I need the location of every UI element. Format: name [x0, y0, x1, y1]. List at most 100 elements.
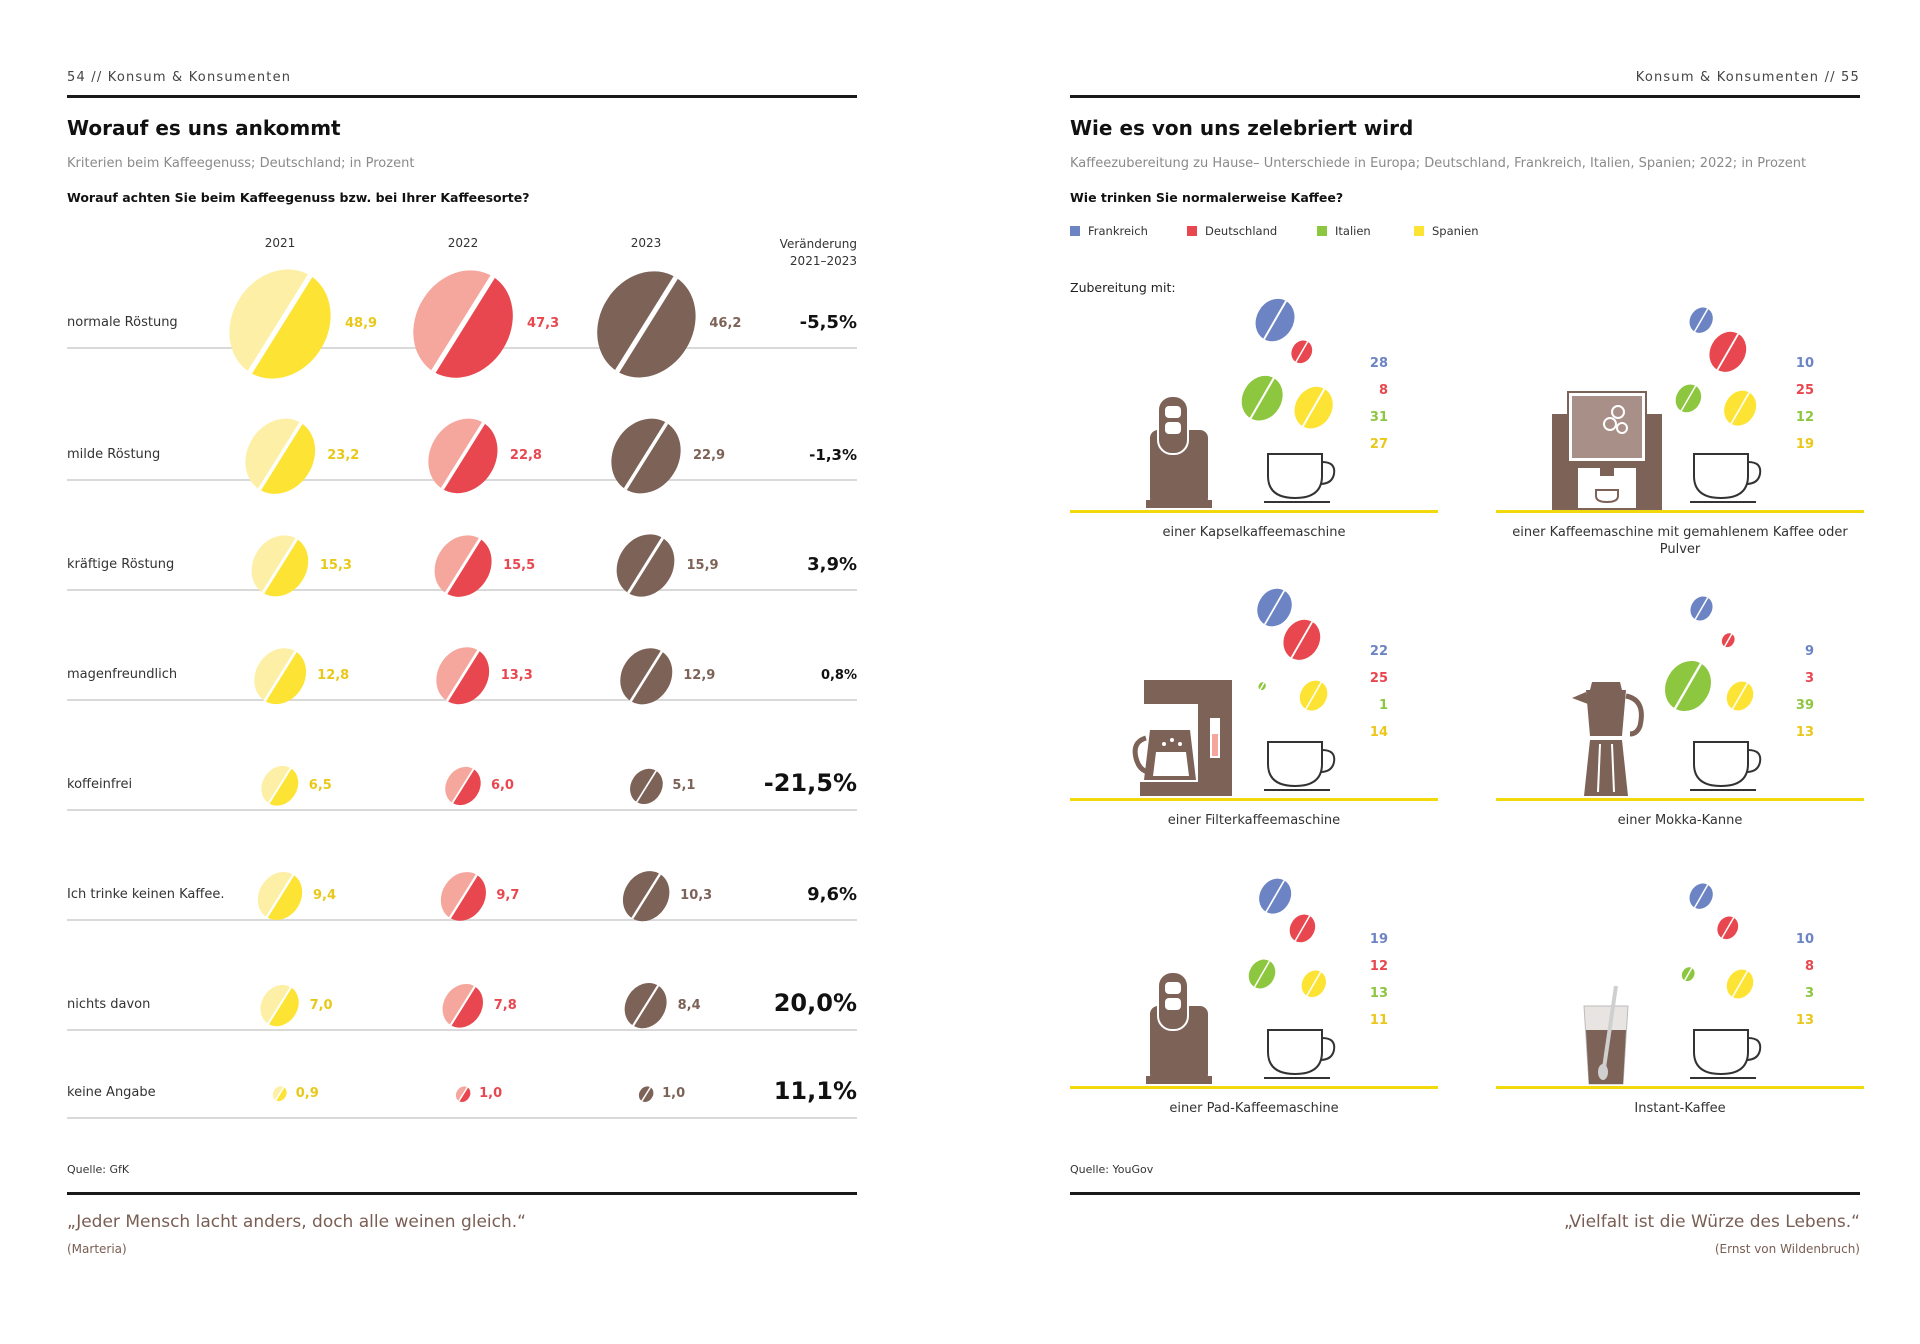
legend-item-italien: Italien — [1317, 224, 1371, 238]
running-head-right: Konsum & Konsumenten // 55 — [1635, 70, 1860, 85]
change-value: -1,3% — [809, 446, 857, 465]
year-header-2023: 2023 — [630, 236, 662, 250]
bean-shape — [414, 405, 512, 507]
bean-mark-italien — [1656, 652, 1720, 720]
bean-shape — [1656, 652, 1720, 720]
zubereitung-label: Zubereitung mit: — [1070, 280, 1176, 295]
bean-shape — [1684, 303, 1718, 337]
bean-shape — [393, 251, 533, 397]
bean-shape — [1670, 379, 1706, 417]
bean-mark-italien — [1677, 963, 1699, 989]
value-label-spanien: 27 — [1369, 437, 1388, 452]
bean-mark-spanien — [1294, 675, 1334, 719]
panel-baseline — [1070, 1086, 1438, 1089]
panel-filter-machine: 22 25 1 14 einer Filterkaffeemaschine — [1070, 578, 1438, 858]
bean-mark-spanien — [1721, 676, 1759, 719]
year-header-2022: 2022 — [447, 236, 479, 250]
bean-mark-frankreich — [1252, 872, 1298, 922]
bean-mark-2022 — [414, 405, 512, 507]
legend-item-frankreich: Frankreich — [1070, 224, 1148, 238]
value-label-2023: 10,3 — [680, 888, 713, 903]
value-label-deutschland: 8 — [1378, 383, 1388, 398]
value-label-2022: 15,5 — [503, 558, 536, 573]
bean-shape — [1685, 591, 1717, 625]
bean-shape — [1247, 291, 1303, 349]
row-divider — [67, 1029, 857, 1031]
question-right: Wie trinken Sie normalerweise Kaffee? — [1070, 190, 1344, 205]
bean-shape — [240, 524, 320, 608]
panel-label: einer Filterkaffeemaschine — [1167, 813, 1341, 828]
bean-mark-frankreich — [1684, 879, 1718, 917]
value-label-2023: 15,9 — [686, 558, 719, 573]
bean-shape — [1287, 380, 1341, 436]
bottom-rule — [67, 1192, 857, 1195]
value-label-spanien: 13 — [1795, 1013, 1814, 1028]
pad-machine-icon — [1146, 971, 1212, 1084]
bean-shape — [1702, 325, 1754, 379]
panel-label: einer Pad-Kaffeemaschine — [1169, 1101, 1339, 1116]
bean-mark-frankreich — [1251, 582, 1299, 635]
bean-mark-2021 — [231, 405, 329, 507]
quote-left: „Jeder Mensch lacht anders, doch alle we… — [67, 1212, 526, 1232]
cup-icon — [1690, 741, 1762, 791]
value-label-italien: 13 — [1369, 986, 1388, 1001]
value-label-2022: 6,0 — [490, 778, 514, 793]
row-label: kräftige Röstung — [67, 557, 175, 572]
value-label-2021: 23,2 — [327, 448, 360, 463]
bean-mark-2023 — [634, 1082, 658, 1110]
value-label-italien: 3 — [1804, 986, 1814, 1001]
bean-shape — [438, 760, 488, 812]
bean-shape — [248, 863, 312, 929]
bean-mark-spanien — [1721, 964, 1759, 1007]
row-label: Ich trinke keinen Kaffee. — [67, 887, 225, 902]
value-label-spanien: 11 — [1369, 1013, 1388, 1028]
value-label-2022: 7,8 — [493, 998, 517, 1013]
bean-shape — [635, 1083, 657, 1105]
value-label-2022: 22,8 — [509, 448, 542, 463]
bean-mark-frankreich — [1685, 591, 1718, 629]
panel-label: einer Kaffeemaschine mit gemahlenem Kaff… — [1512, 525, 1848, 557]
panel-espresso-machine: 10 25 12 19 einer Kaffeemaschine mit gemahle… — [1496, 290, 1864, 570]
cup-icon — [1690, 453, 1762, 503]
value-label-2023: 8,4 — [677, 998, 701, 1013]
subtitle-left: Kriterien beim Kaffeegenuss; Deutschland… — [67, 156, 415, 171]
value-label-spanien: 14 — [1369, 725, 1388, 740]
legend-label: Spanien — [1432, 224, 1479, 238]
bean-mark-2023 — [609, 638, 683, 714]
bean-shape — [1276, 613, 1328, 667]
instant-glass-icon — [1583, 985, 1629, 1085]
bean-shape — [1256, 680, 1268, 692]
value-label-frankreich: 10 — [1795, 356, 1814, 371]
value-label-deutschland: 3 — [1804, 671, 1814, 686]
change-value: 9,6% — [807, 884, 857, 905]
bean-shape — [609, 638, 683, 714]
bean-shape — [209, 250, 351, 398]
value-label-deutschland: 12 — [1369, 959, 1388, 974]
value-label-deutschland: 25 — [1795, 383, 1814, 398]
bean-mark-2021 — [268, 1082, 291, 1109]
value-label-2022: 47,3 — [527, 316, 560, 331]
bean-shape — [577, 252, 715, 396]
legend-swatch — [1317, 226, 1327, 236]
cup-icon — [1690, 1029, 1762, 1079]
bean-shape — [423, 524, 503, 608]
bean-mark-spanien — [1287, 380, 1341, 437]
bean-shape — [1721, 676, 1759, 716]
bean-mark-2022 — [431, 863, 495, 930]
row-label: normale Röstung — [67, 315, 178, 330]
legend-item-spanien: Spanien — [1414, 224, 1479, 238]
bean-shape — [597, 405, 695, 507]
bean-mark-2022 — [434, 976, 492, 1037]
change-value: -21,5% — [763, 769, 857, 798]
quote-author-right: (Ernst von Wildenbruch) — [1714, 1242, 1860, 1256]
bean-mark-spanien — [1296, 966, 1332, 1006]
bean-shape — [253, 978, 307, 1034]
row-label: magenfreundlich — [67, 667, 178, 682]
legend-swatch — [1187, 226, 1197, 236]
bean-shape — [613, 862, 679, 930]
question-left: Worauf achten Sie beim Kaffeegenuss bzw.… — [67, 190, 530, 205]
bean-shape — [426, 637, 500, 715]
row-label: koffeinfrei — [67, 777, 133, 792]
quote-right: „Vielfalt ist die Würze des Lebens.“ — [1563, 1212, 1860, 1232]
value-label-spanien: 13 — [1795, 725, 1814, 740]
